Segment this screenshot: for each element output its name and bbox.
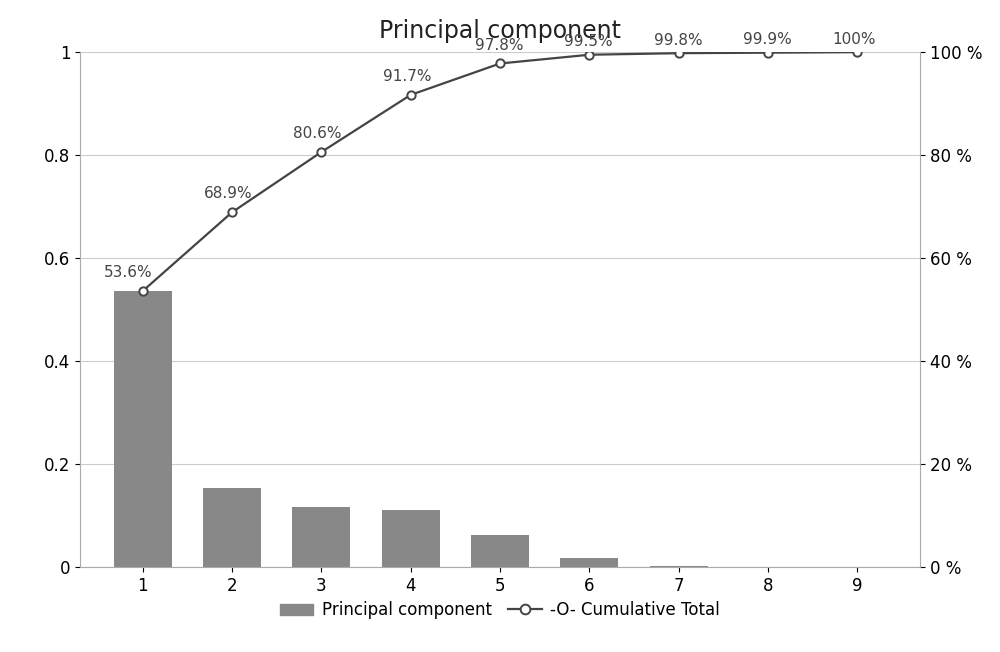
Legend: Principal component, -O- Cumulative Total: Principal component, -O- Cumulative Tota… xyxy=(273,595,727,626)
Bar xyxy=(203,488,261,567)
Bar xyxy=(382,510,440,567)
Text: 97.8%: 97.8% xyxy=(475,38,524,53)
Text: 99.9%: 99.9% xyxy=(743,33,792,48)
Title: Principal component: Principal component xyxy=(379,20,621,43)
Text: 68.9%: 68.9% xyxy=(204,186,253,201)
Bar xyxy=(292,507,350,567)
Text: 100%: 100% xyxy=(832,32,876,47)
Text: 99.5%: 99.5% xyxy=(564,35,613,50)
Text: 99.8%: 99.8% xyxy=(654,33,702,48)
Text: 53.6%: 53.6% xyxy=(104,265,152,280)
Text: 91.7%: 91.7% xyxy=(383,69,431,84)
Bar xyxy=(650,566,708,567)
Bar xyxy=(471,535,529,567)
Text: 80.6%: 80.6% xyxy=(293,126,342,141)
Bar xyxy=(560,559,618,567)
Bar xyxy=(114,291,172,567)
